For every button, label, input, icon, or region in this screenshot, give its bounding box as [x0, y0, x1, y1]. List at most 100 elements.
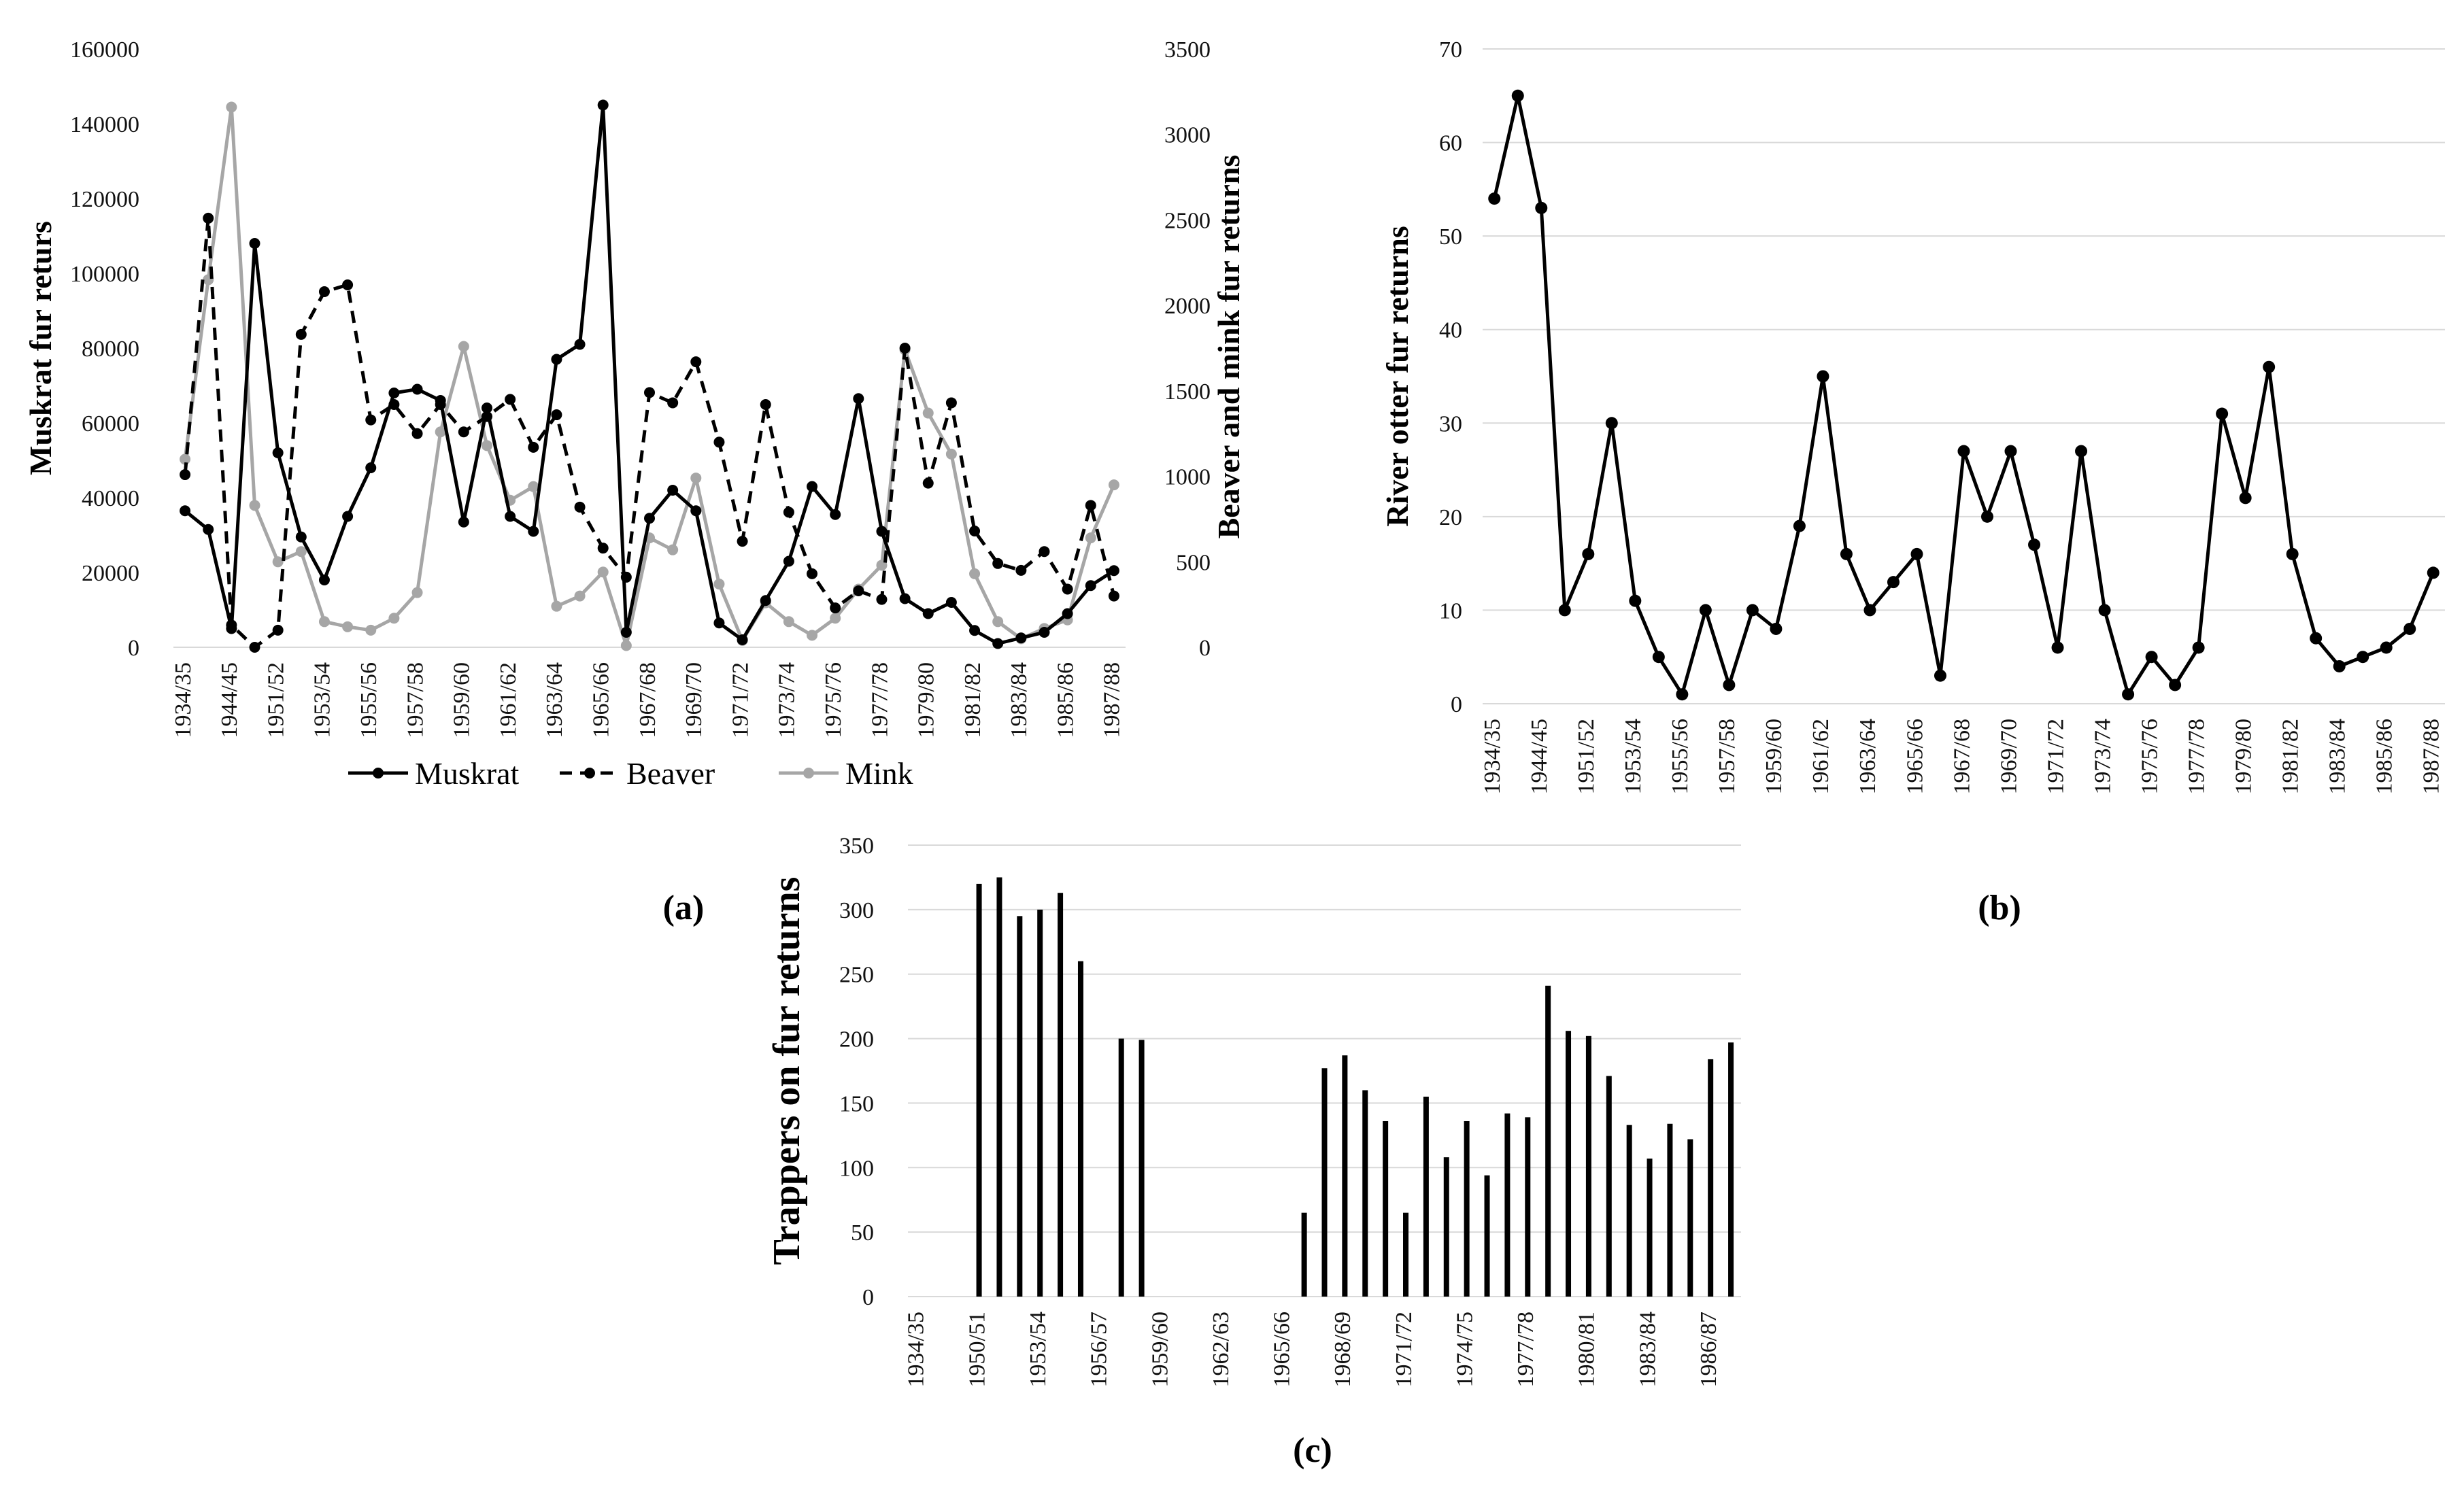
panel-a-muskrat-point — [1039, 627, 1050, 638]
panel-a-y-tick: 100000 — [70, 262, 139, 287]
panel-a-mink-point — [945, 448, 957, 460]
panel-a-beaver-point — [644, 387, 655, 398]
panel-c-x-tick: 1983/84 — [1635, 1312, 1660, 1387]
panel-a-muskrat-point — [969, 625, 981, 636]
panel-b-y-tick: 10 — [1439, 598, 1462, 623]
panel-a-x-tick: 1961/62 — [496, 662, 521, 738]
legend-mink-marker — [803, 768, 814, 778]
panel-b-point — [1887, 576, 1900, 589]
panel-a-x-tick: 1944/45 — [217, 662, 242, 738]
panel-a-beaver-point — [1015, 564, 1027, 576]
legend-beaver-label: Beaver — [626, 756, 715, 791]
panel-c-bar — [1585, 1036, 1591, 1297]
panel-b-point — [1934, 669, 1946, 682]
panel-a-mink-point — [1108, 479, 1119, 491]
panel-b-point — [2380, 641, 2393, 654]
panel-c-bar — [1687, 1139, 1693, 1297]
panel-a-muskrat-point — [853, 393, 864, 405]
panel-a-beaver-point — [458, 426, 469, 438]
panel-c-bar — [1342, 1055, 1348, 1297]
panel-c-x-tick: 1959/60 — [1147, 1312, 1172, 1387]
panel-a-beaver-point — [667, 397, 679, 409]
panel-a-mink-point — [783, 616, 794, 628]
panel-a-beaver-point — [945, 397, 957, 409]
panel-b-point — [1558, 604, 1571, 617]
panel-a-mink-point — [226, 101, 237, 113]
panel-a-x-tick: 1973/74 — [775, 662, 800, 738]
panel-a-muskrat-point — [690, 505, 702, 517]
panel-a-muskrat-point — [992, 638, 1004, 649]
panel-c-bar — [1321, 1068, 1328, 1297]
panel-c-bar — [1403, 1212, 1409, 1297]
panel-a-muskrat-point — [644, 513, 655, 524]
panel-a-y2-tick: 2500 — [1164, 208, 1211, 233]
panel-c-bar — [1138, 1040, 1145, 1297]
panel-b-point — [1817, 370, 1829, 383]
panel-a-series-mink-line — [183, 105, 1116, 647]
panel-b-x-tick: 1959/60 — [1761, 719, 1787, 794]
panel-a-muskrat-point — [411, 383, 423, 395]
panel-a-x-tick: 1975/76 — [821, 662, 846, 738]
panel-a-mink-point — [969, 568, 981, 579]
panel-a-x-tick: 1963/64 — [542, 662, 567, 738]
panel-b-point — [2004, 445, 2017, 458]
panel-b-point — [2028, 538, 2041, 551]
panel-c-y-tick: 200 — [839, 1027, 874, 1052]
panel-a-x-tick: 1957/58 — [403, 662, 428, 738]
panel-c-bar — [1362, 1090, 1368, 1297]
panel-a-beaver-point — [1039, 546, 1050, 558]
panel-a-mink-point — [690, 473, 702, 484]
panel-b-x-tick: 1961/62 — [1808, 719, 1834, 794]
panel-a-muskrat-point — [574, 339, 586, 350]
panel-a-beaver-point — [876, 594, 888, 605]
panel-a-mink-point — [481, 440, 492, 451]
panel-a-y-tick: 0 — [128, 636, 139, 661]
panel-a-mink-point — [713, 578, 725, 589]
panel-b-x-tick: 1981/82 — [2278, 719, 2303, 794]
panel-a-muskrat-point — [528, 526, 539, 537]
panel-b-point — [2216, 407, 2229, 420]
panel-a-beaver-point — [853, 585, 864, 597]
panel-a-beaver-point — [713, 437, 725, 448]
panel-a-muskrat-point — [249, 238, 260, 249]
panel-a-chart: 0200004000060000800001000001200001400001… — [23, 37, 1246, 791]
panel-a-beaver-point — [760, 398, 771, 410]
panel-b-point — [2051, 641, 2064, 654]
panel-a-x-tick: 1967/68 — [635, 662, 660, 738]
panel-c-bar — [1667, 1123, 1673, 1297]
panel-b-point — [1840, 547, 1853, 560]
panel-a-muskrat-point — [1108, 565, 1119, 577]
panel-b-point — [1676, 688, 1689, 701]
panel-a-beaver-point — [737, 536, 748, 547]
panel-c-x-tick: 1950/51 — [964, 1312, 990, 1387]
panel-a-muskrat-point — [1062, 608, 1073, 619]
panel-b-y-tick: 70 — [1439, 37, 1462, 63]
panel-b-point — [1793, 519, 1806, 532]
panel-b-point — [1910, 547, 1923, 560]
panel-b-point — [1629, 594, 1642, 607]
panel-a-muskrat-point — [830, 509, 841, 520]
panel-a-muskrat-point — [922, 608, 934, 619]
panel-b-chart: 0 10 20 30 40 50 60 70 1934/35 1944/45 1951/52 1953… — [1380, 37, 2445, 794]
panel-a-x-tick: 1965/66 — [589, 662, 614, 738]
panel-a-muskrat-point — [597, 99, 609, 111]
panel-b-x-tick: 1953/54 — [1621, 719, 1646, 794]
panel-b-x-tick: 1983/84 — [2325, 719, 2350, 794]
panel-a-mink-point — [830, 613, 841, 624]
panel-c-bar — [1606, 1076, 1612, 1297]
legend-muskrat-label: Muskrat — [415, 756, 520, 791]
panel-c-bar — [1383, 1120, 1389, 1297]
panel-c-y-tick: 350 — [839, 834, 874, 859]
panel-b-point — [1605, 417, 1618, 430]
legend-mink-label: Mink — [845, 756, 913, 791]
panel-b-x-tick: 1957/58 — [1715, 719, 1740, 794]
panel-a-y-tick: 80000 — [82, 337, 139, 362]
panel-a-beaver-point — [272, 624, 284, 636]
panel-a-muskrat-point — [1085, 580, 1096, 592]
panel-a-mink-point — [667, 544, 679, 555]
panel-c-bar — [1545, 985, 1551, 1297]
panel-b-x-tick: 1944/45 — [1527, 719, 1552, 794]
panel-a-muskrat-point — [388, 388, 400, 398]
panel-b-point — [2098, 604, 2111, 617]
panel-c-x-tick: 1962/63 — [1209, 1312, 1234, 1387]
